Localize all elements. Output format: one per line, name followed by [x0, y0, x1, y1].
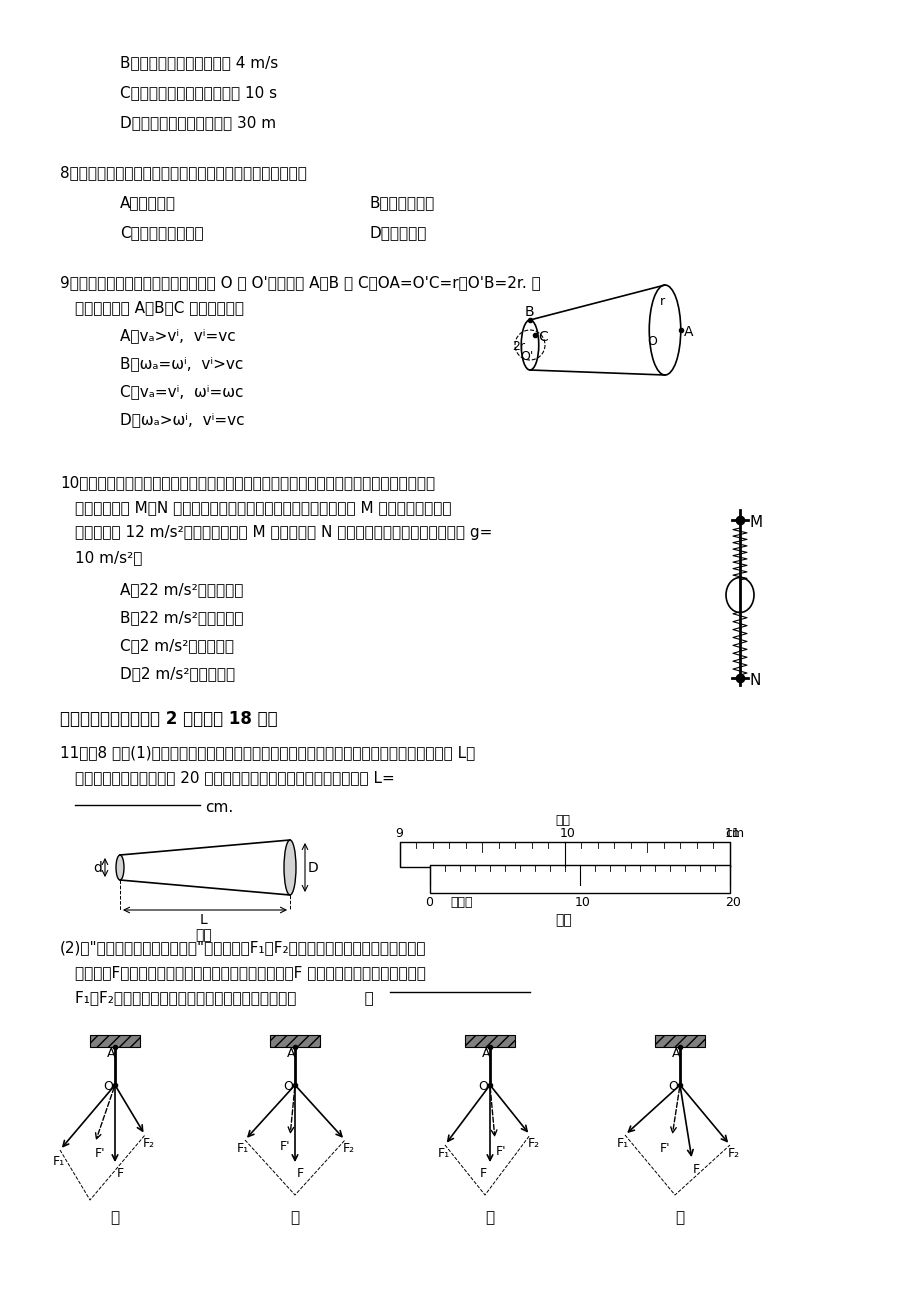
Text: 9．如图所示，皮带传动装置，皮带轮 O 和 O'上的三点 A、B 和 C，OA=O'C=r，O'B=2r. 则: 9．如图所示，皮带传动装置，皮带轮 O 和 O'上的三点 A、B 和 C，OA=…: [60, 275, 540, 290]
Text: F₁: F₁: [53, 1155, 65, 1168]
Text: M: M: [749, 516, 762, 530]
Text: F₂: F₂: [142, 1137, 155, 1150]
Text: 10 m/s²）: 10 m/s²）: [75, 549, 142, 565]
Text: C．vₐ=vⁱ,  ωⁱ=ωᴄ: C．vₐ=vⁱ, ωⁱ=ωᴄ: [119, 384, 244, 398]
Text: A: A: [671, 1047, 680, 1060]
Bar: [429, 865, 729, 893]
Text: B．ωₐ=ωⁱ,  vⁱ>vᴄ: B．ωₐ=ωⁱ, vⁱ>vᴄ: [119, 355, 244, 371]
Text: C: C: [538, 329, 547, 344]
Text: 图乙: 图乙: [554, 913, 571, 927]
Text: 的图示，F是一个弹簧秤单独拉橡皮条时的力的图示，F 是根据平行四边形定则作出的: 的图示，F是一个弹簧秤单独拉橡皮条时的力的图示，F 是根据平行四边形定则作出的: [75, 965, 425, 980]
Text: O': O': [519, 350, 533, 363]
Text: A．vₐ>vⁱ,  vⁱ=vᴄ: A．vₐ>vⁱ, vⁱ=vᴄ: [119, 328, 235, 342]
Text: 甲: 甲: [110, 1210, 119, 1225]
Ellipse shape: [284, 840, 296, 894]
Text: 11: 11: [724, 827, 740, 840]
Text: O: O: [103, 1079, 113, 1092]
Text: 主尺: 主尺: [554, 814, 570, 827]
Bar: [464, 1035, 515, 1047]
Text: 游标尺: 游标尺: [449, 896, 472, 909]
Text: A: A: [287, 1047, 295, 1060]
Text: O: O: [478, 1079, 487, 1092]
Text: cm.: cm.: [205, 799, 233, 815]
Text: 此游标卡尺的游标尺上有 20 个等分刻度，则图乙中游标卡尺的读数为 L=: 此游标卡尺的游标尺上有 20 个等分刻度，则图乙中游标卡尺的读数为 L=: [75, 769, 394, 785]
Text: 丙: 丙: [484, 1210, 494, 1225]
Text: F₁: F₁: [617, 1137, 629, 1150]
Text: D．该船渡河的最短位移是 30 m: D．该船渡河的最短位移是 30 m: [119, 115, 276, 130]
Bar: [400, 842, 729, 867]
Text: O: O: [667, 1079, 677, 1092]
Text: F': F': [279, 1141, 290, 1154]
Text: A: A: [683, 326, 693, 339]
Text: F₂: F₂: [528, 1137, 539, 1150]
Text: O: O: [646, 335, 656, 348]
Text: A: A: [482, 1047, 490, 1060]
Text: 9: 9: [394, 827, 403, 840]
Text: 20: 20: [724, 896, 740, 909]
Text: F: F: [480, 1167, 486, 1180]
Text: 二、实验题（本大题共 2 小题，共 18 分）: 二、实验题（本大题共 2 小题，共 18 分）: [60, 710, 278, 728]
Bar: [654, 1035, 704, 1047]
Text: cm: cm: [724, 827, 743, 840]
Text: r: r: [659, 296, 664, 309]
Text: D．2 m/s²，竖直向下: D．2 m/s²，竖直向下: [119, 667, 235, 681]
Text: F': F': [659, 1142, 670, 1155]
Text: 度的大小为 12 m/s²．若不拔去销钉 M 而拔去销钉 N 瞬间，小球的加速度可能是（取 g=: 度的大小为 12 m/s²．若不拔去销钉 M 而拔去销钉 N 瞬间，小球的加速度…: [75, 525, 492, 540]
Text: 10: 10: [574, 896, 590, 909]
Text: 0: 0: [425, 896, 433, 909]
Text: (2)在"验证力的平行四边形定则"的实验中，F₁和F₂是两个弹簧秤同时拉橡皮条时的力: (2)在"验证力的平行四边形定则"的实验中，F₁和F₂是两个弹簧秤同时拉橡皮条时…: [60, 940, 426, 954]
Text: 端分别用销钉 M、N 固定于杆上，小球处于静止状态．设拔去销钉 M 瞬间，小球的加速: 端分别用销钉 M、N 固定于杆上，小球处于静止状态．设拔去销钉 M 瞬间，小球的…: [75, 500, 451, 516]
Text: F₂: F₂: [727, 1147, 739, 1160]
Text: D．ωₐ>ωⁱ,  vⁱ=vᴄ: D．ωₐ>ωⁱ, vⁱ=vᴄ: [119, 411, 244, 427]
Ellipse shape: [725, 578, 754, 612]
Bar: [90, 1035, 140, 1047]
Text: B．该船渡河的最小速度是 4 m/s: B．该船渡河的最小速度是 4 m/s: [119, 55, 278, 70]
Bar: [269, 1035, 320, 1047]
Text: C．2 m/s²，竖直向上: C．2 m/s²，竖直向上: [119, 638, 233, 654]
Text: F: F: [692, 1163, 699, 1176]
Text: F₂: F₂: [343, 1142, 355, 1155]
Text: 2r: 2r: [512, 340, 525, 353]
Text: 丁: 丁: [675, 1210, 684, 1225]
Text: F': F': [95, 1147, 106, 1160]
Text: 10: 10: [560, 827, 575, 840]
Text: F: F: [297, 1167, 304, 1180]
Text: F: F: [117, 1167, 124, 1180]
Text: A．速度越小: A．速度越小: [119, 195, 176, 210]
Text: D．周期越短: D．周期越短: [369, 225, 427, 240]
Text: C．向心加速度越小: C．向心加速度越小: [119, 225, 203, 240]
Text: B．22 m/s²，竖直向下: B．22 m/s²，竖直向下: [119, 611, 244, 625]
Text: 10．如图所示，竖直光滑杆上套有一个小球和两根弹簧，两弹簧的一端各与小球相连，另一: 10．如图所示，竖直光滑杆上套有一个小球和两根弹簧，两弹簧的一端各与小球相连，另…: [60, 475, 435, 490]
Ellipse shape: [116, 855, 124, 880]
Text: F': F': [495, 1144, 506, 1157]
Text: F₁: F₁: [237, 1142, 249, 1155]
Text: N: N: [749, 673, 761, 687]
Text: 图甲: 图甲: [195, 928, 211, 943]
Text: F₁: F₁: [437, 1147, 449, 1160]
Text: D: D: [308, 862, 318, 875]
Text: 皮带轮转动时 A、B、C 三点的情况是: 皮带轮转动时 A、B、C 三点的情况是: [75, 299, 244, 315]
Text: O: O: [283, 1079, 292, 1092]
Text: F₁和F₂的合力的图示．则下列各图中一定错误的图是              ．: F₁和F₂的合力的图示．则下列各图中一定错误的图是 ．: [75, 990, 373, 1005]
Text: B: B: [525, 305, 534, 319]
Text: C．该船渡河所用时间至少是 10 s: C．该船渡河所用时间至少是 10 s: [119, 85, 277, 100]
Text: 乙: 乙: [289, 1210, 299, 1225]
Text: 11．（8 分）(1)有一根圆台状合金棒，如图甲所示，某同学用游标卡尺测量该合金棒的长度 L，: 11．（8 分）(1)有一根圆台状合金棒，如图甲所示，某同学用游标卡尺测量该合金…: [60, 745, 475, 760]
Text: B．角速度越小: B．角速度越小: [369, 195, 435, 210]
Text: A．22 m/s²，竖直向上: A．22 m/s²，竖直向上: [119, 582, 244, 598]
Text: d: d: [93, 862, 102, 875]
Text: A: A: [107, 1047, 116, 1060]
Text: 8．若人造卫星绕地球做匀速圆周运动，则离地面越近的卫星: 8．若人造卫星绕地球做匀速圆周运动，则离地面越近的卫星: [60, 165, 307, 180]
Text: L: L: [199, 913, 208, 927]
